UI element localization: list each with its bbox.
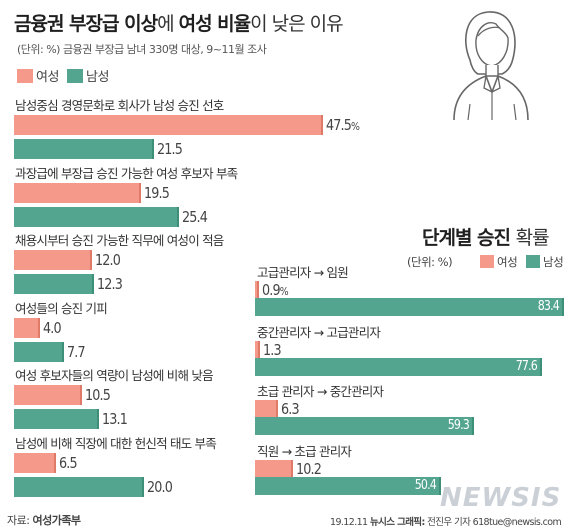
reason-label-2: 채용시부터 승진 가능한 직무에 여성이 적음 <box>15 233 224 248</box>
female-bar-0 <box>14 115 323 135</box>
legend-female: 여성 <box>17 66 59 85</box>
male-value-0: 21.5 <box>156 140 183 158</box>
male-bar-4 <box>14 409 100 429</box>
female-value-3: 4.0 <box>43 318 62 337</box>
source-label: 자료: <box>7 514 33 527</box>
female-bar-2 <box>14 250 92 270</box>
stage-male-value-3: 50.4 <box>415 477 437 493</box>
promotion-title-text: 확률 <box>515 227 550 249</box>
male-bar-0 <box>14 139 154 159</box>
promotion-chart-title: 단계별 승진 확률 <box>422 223 550 250</box>
female-value-0: 47.5% <box>325 116 360 134</box>
reason-label-5: 남성에 비해 직장에 대한 헌신적 태도 부족 <box>15 435 217 451</box>
title-text-4: 이 낮은 이유 <box>250 13 343 35</box>
reason-label-1: 과장급에 부장급 승진 가능한 여성 후보자 부족 <box>15 165 238 181</box>
stage-label-0: 고급관리자 → 임원 <box>257 265 349 280</box>
female-bar-1 <box>14 182 141 203</box>
male-value-1: 25.4 <box>182 207 208 226</box>
legend-female-label: 여성 <box>36 70 59 85</box>
stage-female-value-3: 10.2 <box>295 459 322 478</box>
title-bold-1: 금융권 부장급 이상 <box>14 13 158 35</box>
female-value-1: 19.5 <box>143 183 170 202</box>
male-bar-2 <box>14 274 94 294</box>
promotion-legend-female-label: 여성 <box>497 255 518 269</box>
stage-label-2: 초급 관리자 → 중간관리자 <box>257 384 384 399</box>
promotion-legend-male: 남성 <box>526 251 564 270</box>
stage-male-value-2: 59.3 <box>448 418 470 433</box>
stage-female-value-0: 0.9% <box>262 281 289 299</box>
female-bar-5 <box>14 452 57 473</box>
stage-male-value-1: 77.6 <box>515 358 538 374</box>
legend-male-label: 남성 <box>86 70 109 85</box>
female-value-5: 6.5 <box>59 453 78 472</box>
unit-label: % <box>279 285 289 298</box>
legend-male-swatch <box>67 69 83 83</box>
promotion-legend-male-swatch <box>526 255 540 268</box>
promotion-legend-female-swatch <box>480 255 494 268</box>
subtitle: (단위: %) 금융권 부장급 남녀 330명 대상, 9~11월 조사 <box>17 43 267 56</box>
female-value-4: 10.5 <box>85 386 111 404</box>
female-value-2: 12.0 <box>95 251 121 269</box>
reason-label-3: 여성들의 승진 기피 <box>15 300 108 316</box>
stage-female-value-1: 1.3 <box>262 340 282 359</box>
stage-female-bar-1 <box>255 340 260 359</box>
female-bar-4 <box>14 385 83 405</box>
male-bar-3 <box>14 341 65 362</box>
stage-female-bar-2 <box>255 400 279 418</box>
title-bold-3: 여성 비율 <box>178 13 252 35</box>
title-text-2: 에 <box>157 13 179 35</box>
male-value-3: 7.7 <box>67 342 86 361</box>
source-name: 여성가족부 <box>32 514 81 527</box>
promotion-legend-male-label: 남성 <box>543 255 564 269</box>
credit-label: 뉴시스 그래픽: <box>369 517 425 528</box>
promotion-legend-unit: (단위: %) <box>407 255 453 269</box>
page-title: 금융권 부장급 이상에 여성 비율이 낮은 이유 <box>14 9 344 36</box>
stage-male-bar-2 <box>255 417 475 435</box>
male-value-5: 20.0 <box>147 477 173 496</box>
stage-female-bar-0 <box>255 281 259 299</box>
reason-label-0: 남성중심 경영문화로 회사가 남성 승진 선호 <box>15 98 224 113</box>
male-bar-1 <box>14 206 180 227</box>
source-note: 자료: 여성가족부 <box>7 512 81 528</box>
stage-female-bar-3 <box>255 459 293 478</box>
credit-text: 전진우 기자 618tue@newsis.com <box>424 517 562 528</box>
credit-note: 19.12.11 뉴시스 그래픽: 전진우 기자 618tue@newsis.c… <box>330 514 562 528</box>
male-value-4: 13.1 <box>102 410 128 428</box>
credit-date: 19.12.11 <box>330 517 370 528</box>
legend-female-swatch <box>17 69 33 83</box>
stage-male-value-0: 83.4 <box>537 299 559 314</box>
stage-male-bar-1 <box>255 357 543 376</box>
female-bar-3 <box>14 317 40 338</box>
reason-label-4: 여성 후보자들의 역량이 남성에 비해 낮음 <box>15 368 214 383</box>
stage-female-value-2: 6.3 <box>281 400 300 418</box>
male-bar-5 <box>14 476 144 497</box>
businesswoman-icon <box>453 11 529 121</box>
unit-label: % <box>350 120 360 133</box>
stage-male-bar-0 <box>255 298 564 316</box>
promotion-title-bold: 단계별 승진 <box>422 227 516 249</box>
promotion-legend-female: 여성 <box>480 251 518 270</box>
watermark: NEWSIS <box>440 483 562 513</box>
stage-male-bar-3 <box>255 476 442 495</box>
legend-male: 남성 <box>67 66 109 85</box>
stage-label-1: 중간관리자 → 고급관리자 <box>257 324 381 340</box>
male-value-2: 12.3 <box>96 275 123 293</box>
stage-label-3: 직원 → 초급 관리자 <box>257 443 352 459</box>
